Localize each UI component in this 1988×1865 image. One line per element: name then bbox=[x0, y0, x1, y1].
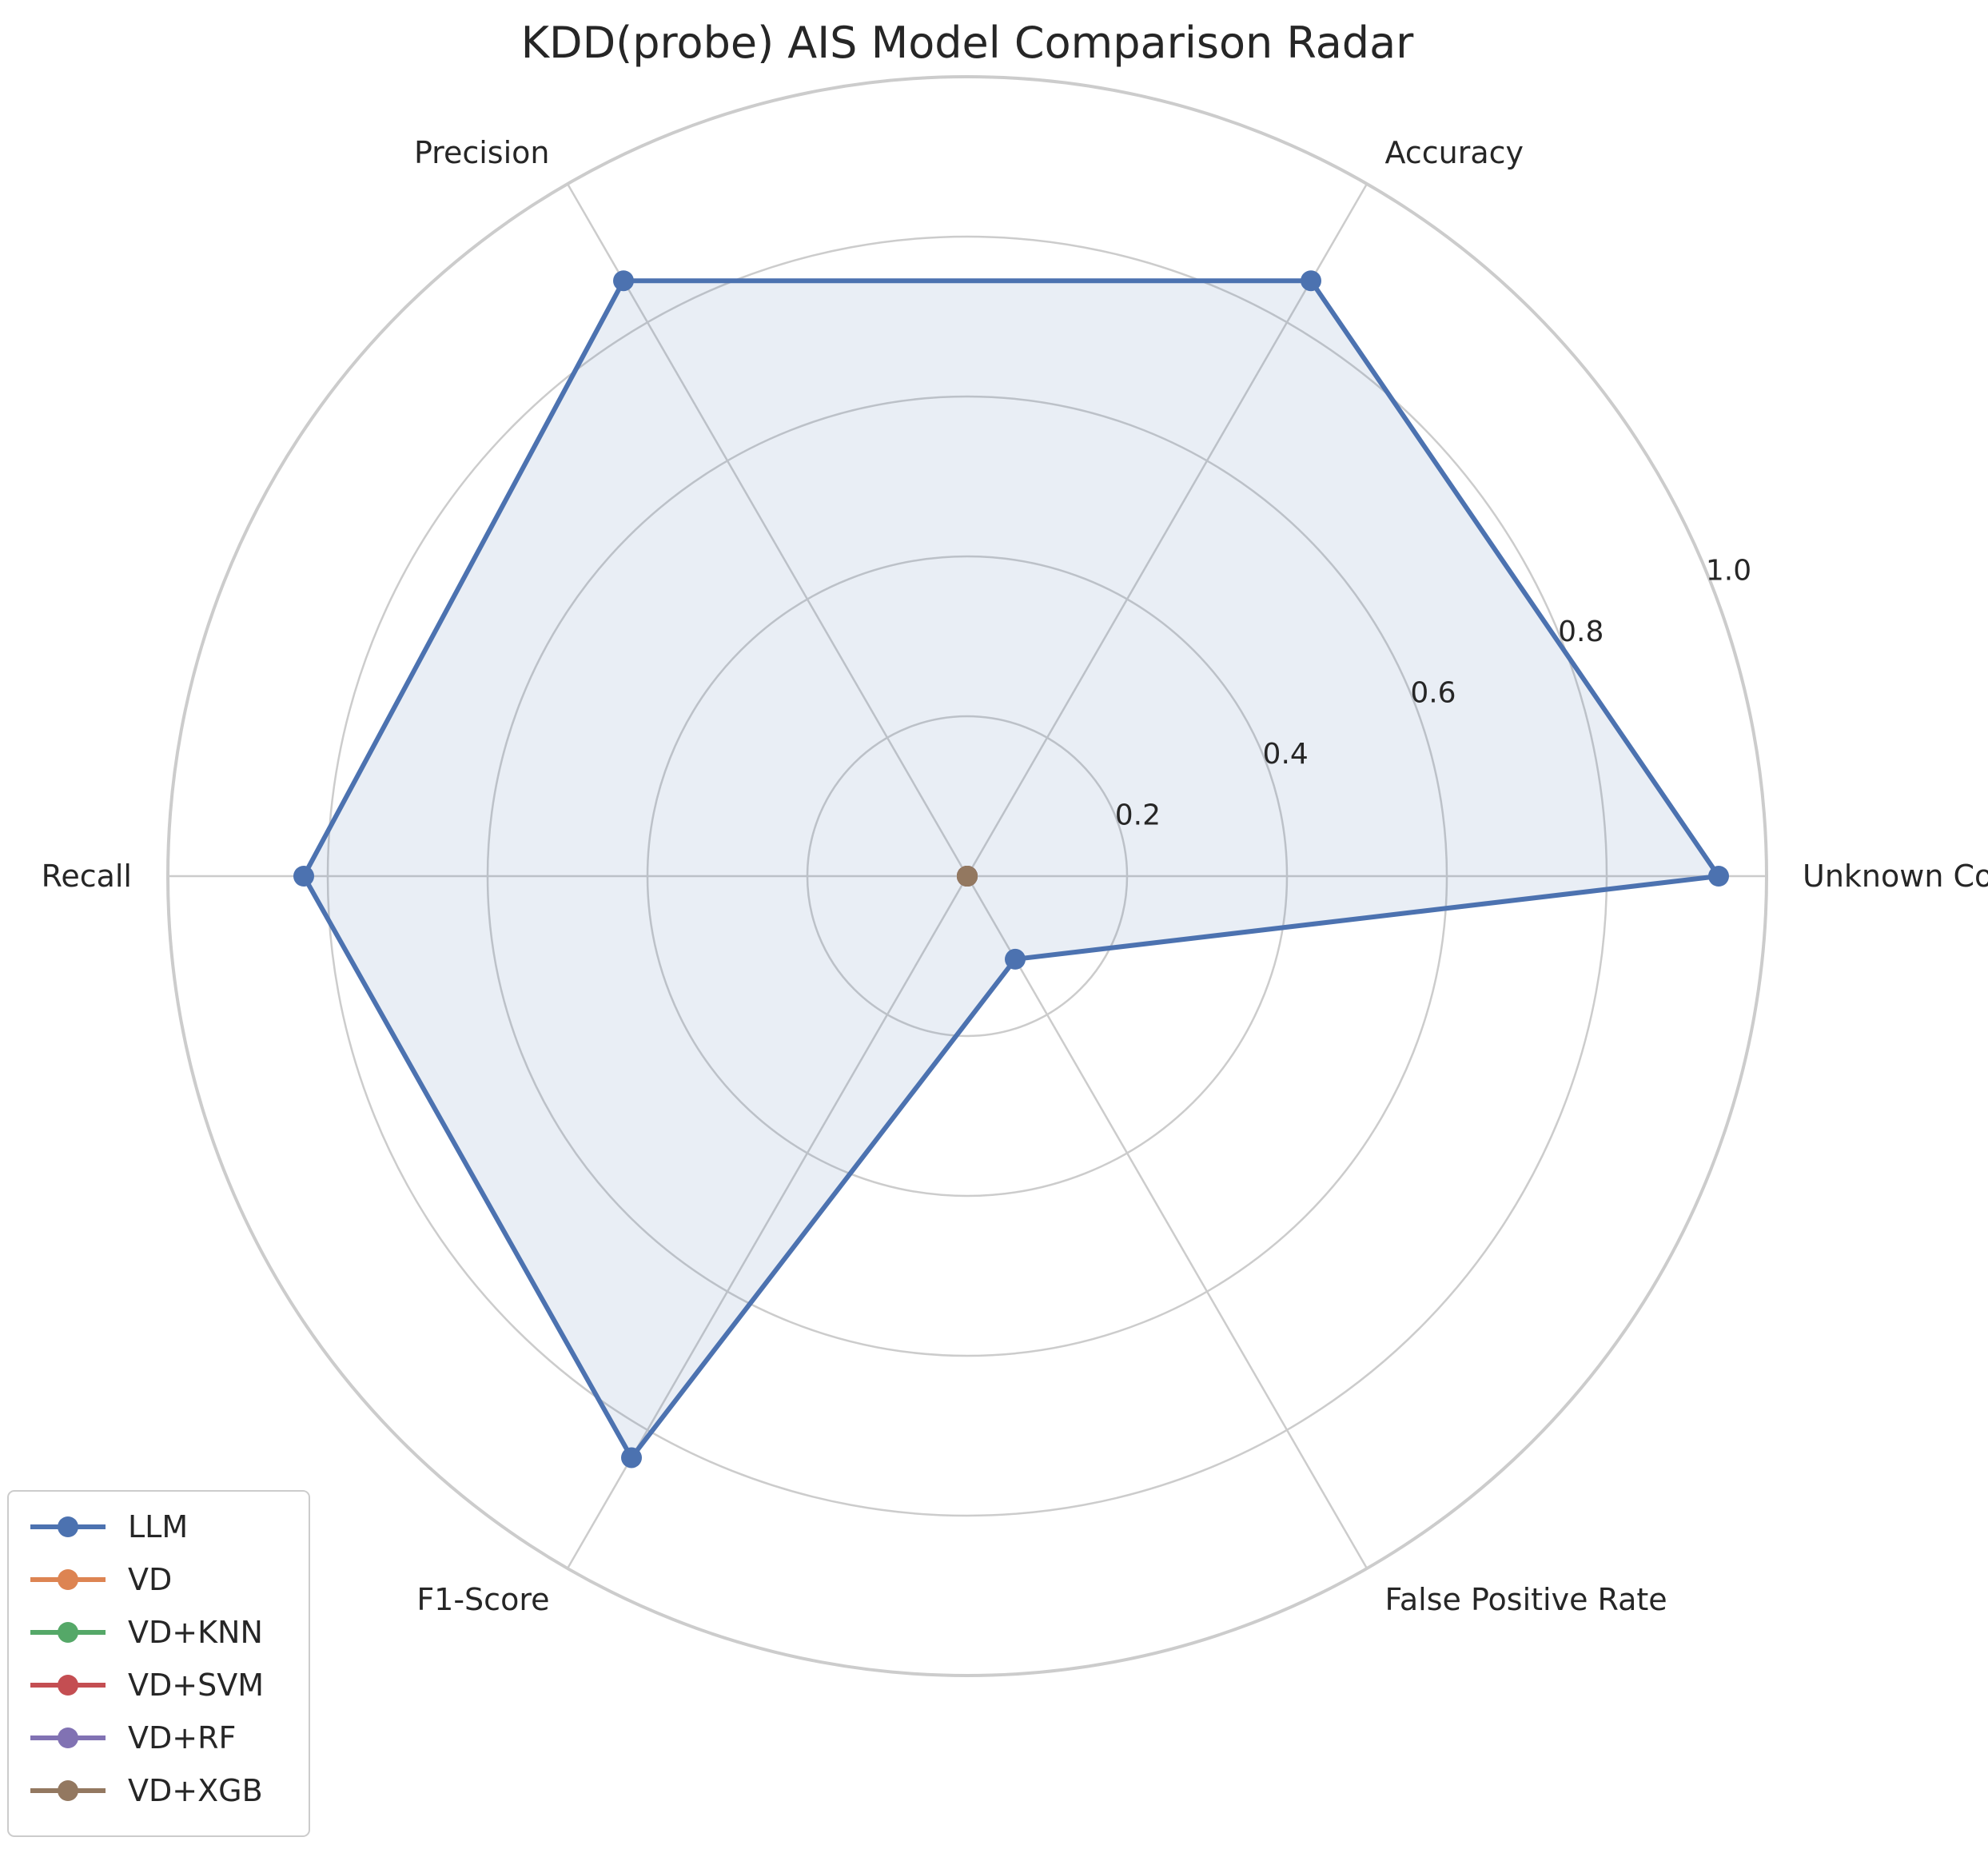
series-marker bbox=[1301, 270, 1321, 292]
legend-label: VD+RF bbox=[128, 1720, 236, 1755]
series-lines bbox=[293, 270, 1729, 1468]
chart-title: KDD(probe) AIS Model Comparison Radar bbox=[521, 18, 1415, 68]
legend-label: VD+XGB bbox=[128, 1773, 263, 1808]
legend-label: VD+KNN bbox=[128, 1615, 263, 1650]
grid-spoke bbox=[566, 183, 969, 877]
axis-label: Precision bbox=[414, 135, 550, 170]
axis-label: F1-Score bbox=[416, 1582, 549, 1617]
series-marker bbox=[293, 866, 314, 887]
axis-label: Accuracy bbox=[1385, 135, 1524, 170]
legend: LLM VD VD+KNN VD+SVM VD+RF VD+XGB bbox=[7, 1490, 310, 1837]
legend-marker bbox=[58, 1675, 78, 1696]
series-fills bbox=[304, 281, 1719, 1458]
legend-label: VD bbox=[128, 1562, 172, 1597]
legend-marker bbox=[58, 1622, 78, 1643]
radial-tick-labels: 0.2 0.4 0.6 0.8 1.0 bbox=[1115, 554, 1751, 831]
legend-marker bbox=[58, 1728, 78, 1748]
axis-label: False Positive Rate bbox=[1385, 1582, 1667, 1617]
grid-spoke bbox=[966, 875, 1368, 1569]
radial-tick-label: 0.8 bbox=[1558, 616, 1604, 648]
legend-marker bbox=[58, 1516, 78, 1537]
series-fill bbox=[304, 281, 1719, 1458]
series-marker bbox=[1005, 948, 1026, 970]
radial-tick-label: 0.6 bbox=[1410, 676, 1456, 709]
legend-marker bbox=[58, 1569, 78, 1590]
legend-marker bbox=[58, 1780, 78, 1801]
axis-label: Recall bbox=[42, 859, 132, 894]
radial-tick-label: 0.2 bbox=[1115, 799, 1161, 831]
axis-label: Unknown Coverage bbox=[1803, 859, 1988, 894]
series-marker bbox=[613, 270, 634, 292]
axis-labels: Unknown Coverage Accuracy Precision Recall F… bbox=[42, 135, 1988, 1617]
series-marker bbox=[621, 1447, 642, 1468]
radial-tick-label: 1.0 bbox=[1706, 554, 1751, 587]
grid-spoke bbox=[966, 183, 1368, 877]
legend-label: VD+SVM bbox=[128, 1668, 264, 1703]
series-marker bbox=[957, 866, 978, 887]
legend-label: LLM bbox=[128, 1509, 188, 1544]
radial-tick-label: 0.4 bbox=[1263, 738, 1309, 771]
series-marker bbox=[1708, 866, 1729, 887]
